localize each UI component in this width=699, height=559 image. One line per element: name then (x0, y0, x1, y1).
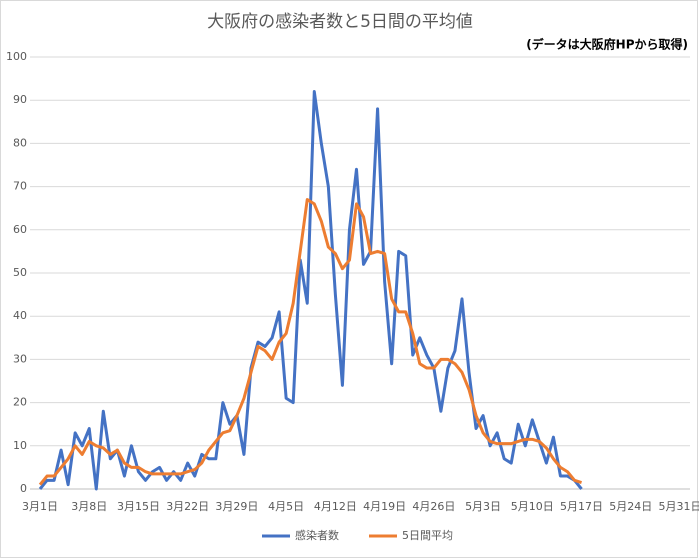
series-line (38, 198, 582, 486)
x-tick-label: 4月12日 (314, 500, 357, 513)
legend-label: 感染者数 (295, 528, 339, 542)
y-tick-label: 30 (13, 352, 27, 365)
x-tick-label: 5月24日 (609, 500, 652, 513)
x-tick-label: 5月3日 (465, 500, 501, 513)
y-tick-label: 40 (13, 309, 27, 322)
x-tick-label: 4月5日 (268, 500, 304, 513)
chart-title: 大阪府の感染者数と5日間の平均値 (207, 12, 473, 32)
y-tick-label: 80 (13, 136, 27, 149)
series-line (38, 90, 583, 491)
x-tick-label: 3月29日 (215, 500, 258, 513)
chart-subtitle: (データは大阪府HPから取得) (526, 37, 688, 52)
x-tick-label: 5月17日 (560, 500, 603, 513)
y-tick-label: 100 (6, 50, 27, 63)
x-tick-label: 4月19日 (363, 500, 406, 513)
x-tick-label: 3月1日 (22, 500, 58, 513)
x-tick-label: 3月15日 (117, 500, 160, 513)
x-tick-label: 3月22日 (166, 500, 209, 513)
y-tick-label: 10 (13, 439, 27, 452)
legend-label: 5日間平均 (402, 529, 453, 542)
x-tick-label: 3月8日 (71, 500, 107, 513)
y-tick-label: 50 (13, 266, 27, 279)
y-tick-label: 70 (13, 180, 27, 193)
y-tick-label: 0 (20, 482, 27, 495)
x-tick-label: 5月31日 (659, 500, 699, 513)
y-tick-label: 60 (13, 223, 27, 236)
y-tick-label: 20 (13, 396, 27, 409)
y-tick-label: 90 (13, 93, 27, 106)
x-tick-label: 4月26日 (412, 500, 455, 513)
x-tick-label: 5月10日 (511, 500, 554, 513)
